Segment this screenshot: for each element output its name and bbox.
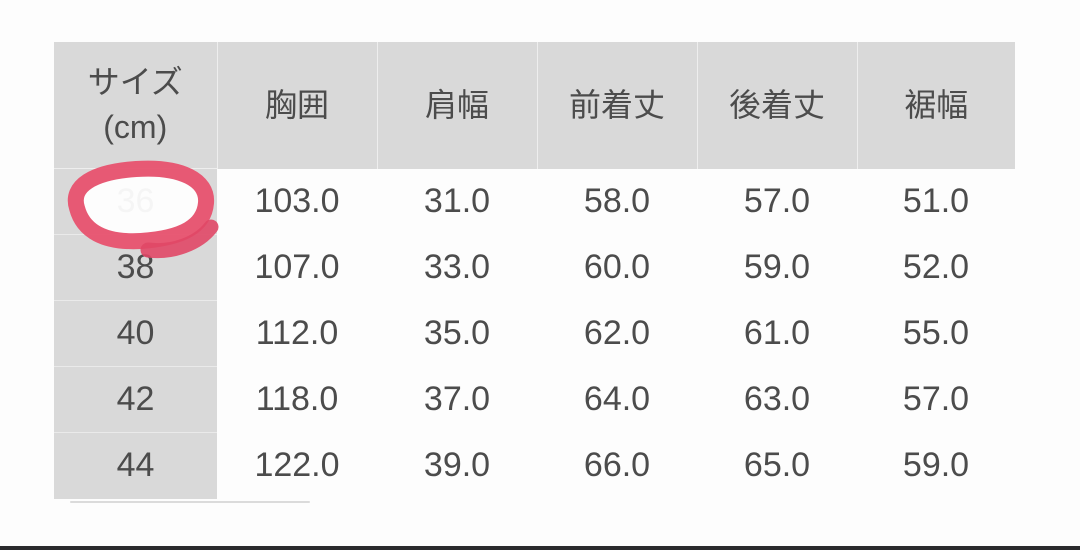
screen-bottom-bar bbox=[0, 546, 1080, 550]
cell-chest: 107.0 bbox=[254, 248, 340, 286]
column-header-hem: 裾幅 bbox=[856, 42, 1015, 169]
column-header-chest: 胸囲 bbox=[216, 42, 377, 169]
cell-shoulder: 39.0 bbox=[423, 446, 491, 484]
column-header-front-length: 前着丈 bbox=[536, 42, 697, 169]
table-row-size-44: 44 122.0 39.0 66.0 65.0 59.0 bbox=[54, 432, 1015, 499]
row-label-size-42: 42 bbox=[54, 366, 217, 433]
table-body: 36 103.0 31.0 58.0 57.0 51.0 38 107.0 33… bbox=[54, 168, 1015, 499]
column-header-size: サイズ (cm) bbox=[54, 42, 217, 169]
cell-front-length: 64.0 bbox=[583, 380, 651, 418]
cell-back-length: 63.0 bbox=[743, 380, 811, 418]
header-row: サイズ (cm) 胸囲 肩幅 前着丈 後着丈 裾幅 bbox=[54, 42, 1015, 169]
cell-shoulder: 31.0 bbox=[423, 182, 491, 220]
cell-front-length: 60.0 bbox=[583, 248, 651, 286]
cell-shoulder: 37.0 bbox=[423, 380, 491, 418]
column-header-back-length: 後着丈 bbox=[696, 42, 857, 169]
cell-hem: 59.0 bbox=[902, 446, 970, 484]
cell-front-length: 66.0 bbox=[583, 446, 651, 484]
size-chart-table: サイズ (cm) 胸囲 肩幅 前着丈 後着丈 裾幅 36 103.0 31.0 … bbox=[54, 42, 1015, 499]
cell-hem: 52.0 bbox=[902, 248, 970, 286]
row-label-size-40: 40 bbox=[54, 300, 217, 367]
cell-shoulder: 35.0 bbox=[423, 314, 491, 352]
cell-hem: 55.0 bbox=[902, 314, 970, 352]
table-row-size-36: 36 103.0 31.0 58.0 57.0 51.0 bbox=[54, 168, 1015, 235]
cell-back-length: 59.0 bbox=[743, 248, 811, 286]
cell-chest: 118.0 bbox=[255, 380, 339, 418]
cell-hem: 57.0 bbox=[902, 380, 970, 418]
cell-back-length: 61.0 bbox=[743, 314, 811, 352]
table-row-size-42: 42 118.0 37.0 64.0 63.0 57.0 bbox=[54, 366, 1015, 433]
cell-chest: 112.0 bbox=[255, 314, 339, 352]
table-row-size-38: 38 107.0 33.0 60.0 59.0 52.0 bbox=[54, 234, 1015, 301]
column-header-shoulder: 肩幅 bbox=[376, 42, 537, 169]
cell-chest: 103.0 bbox=[254, 182, 340, 220]
cell-hem: 51.0 bbox=[902, 182, 970, 220]
cell-front-length: 62.0 bbox=[583, 314, 651, 352]
row-label-size-44: 44 bbox=[54, 432, 217, 499]
cell-shoulder: 33.0 bbox=[423, 248, 491, 286]
cell-chest: 122.0 bbox=[254, 446, 340, 484]
table-row-size-40: 40 112.0 35.0 62.0 61.0 55.0 bbox=[54, 300, 1015, 367]
row-label-size-38: 38 bbox=[54, 234, 217, 301]
cell-back-length: 57.0 bbox=[743, 182, 811, 220]
cell-front-length: 58.0 bbox=[583, 182, 651, 220]
faint-underline bbox=[70, 501, 310, 503]
table-header: サイズ (cm) 胸囲 肩幅 前着丈 後着丈 裾幅 bbox=[54, 42, 1015, 169]
cell-back-length: 65.0 bbox=[743, 446, 811, 484]
row-label-size-36: 36 bbox=[54, 168, 217, 235]
